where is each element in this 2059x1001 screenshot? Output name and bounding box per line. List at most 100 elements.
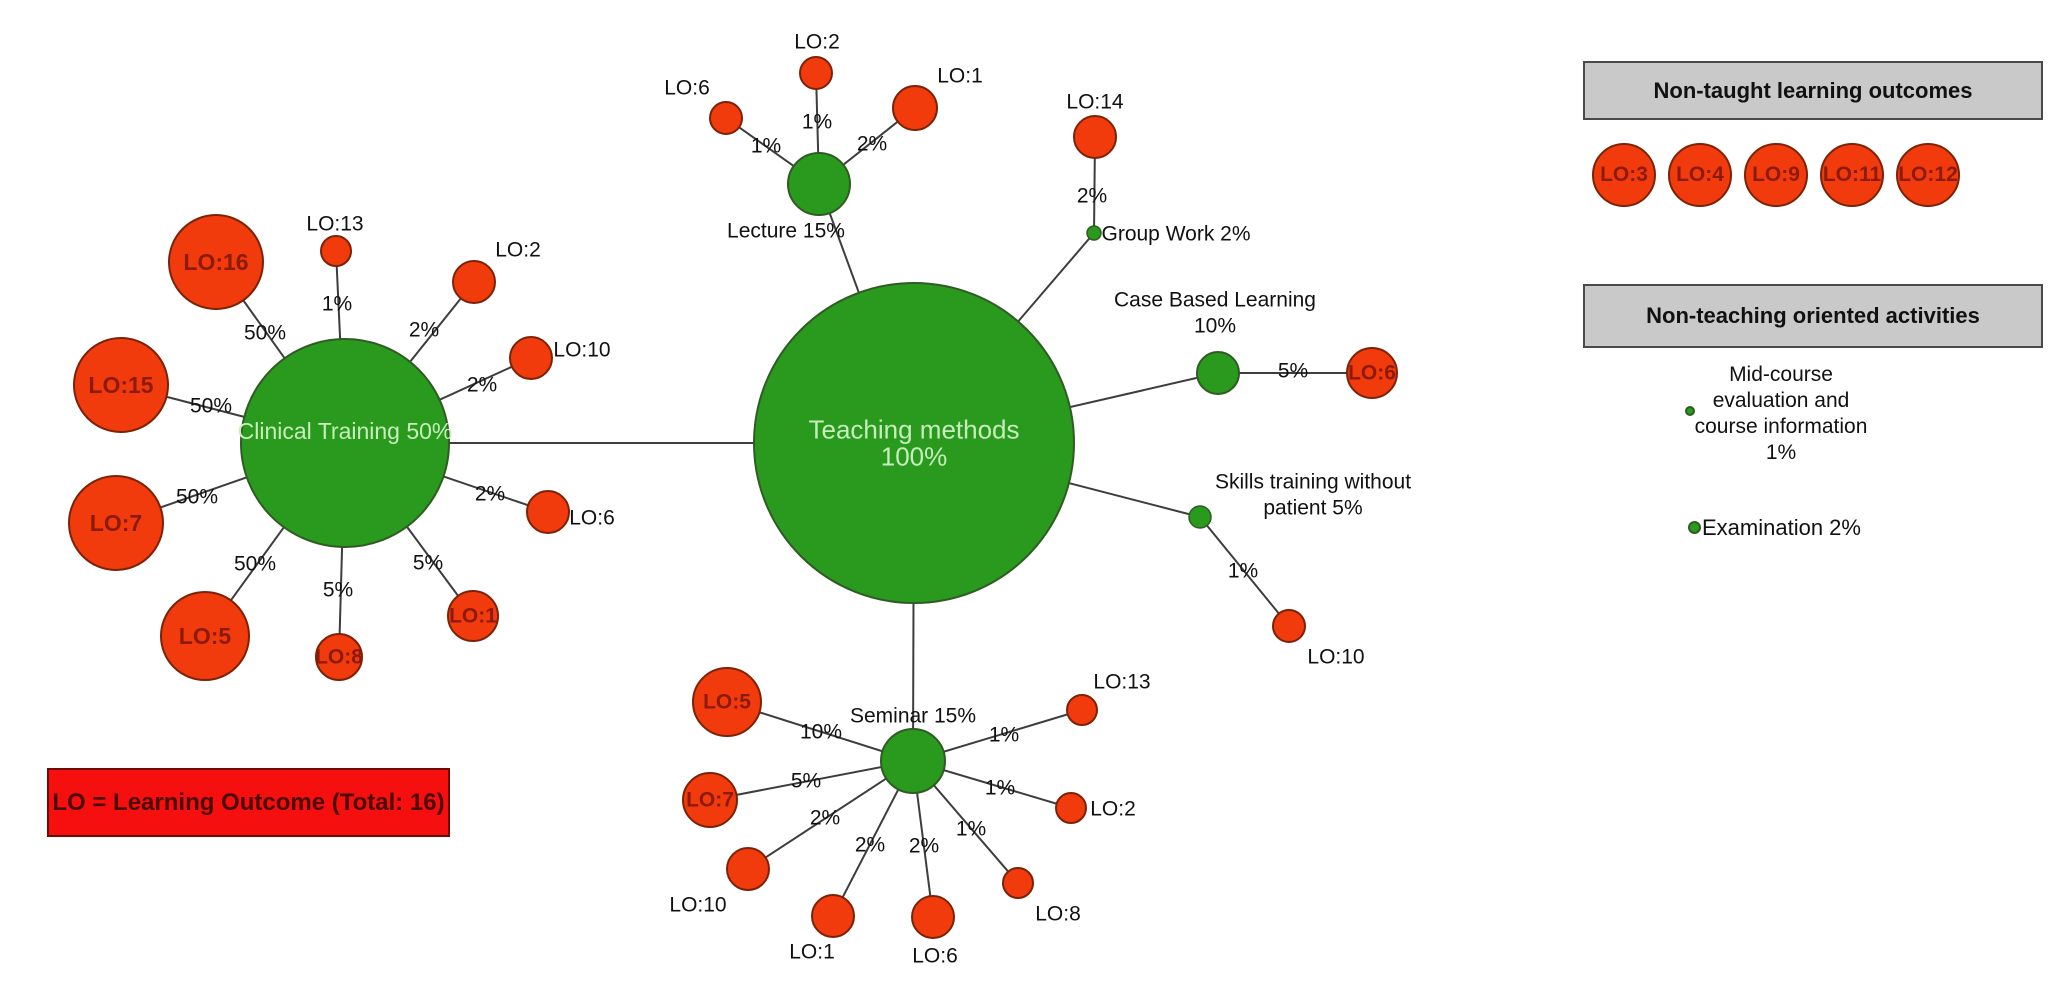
edge-label-seminar-sem-lo8: 1% <box>956 818 986 841</box>
label-sk-lo10: LO:10 <box>1307 646 1364 669</box>
label-sem-lo6: LO:6 <box>912 945 958 968</box>
lo-key-text: LO = Learning Outcome (Total: 16) <box>52 788 445 816</box>
label-skills: patient 5% <box>1263 497 1362 520</box>
node-sem-lo13 <box>1066 694 1098 726</box>
edge-label-skills-sk-lo10: 1% <box>1228 560 1258 583</box>
node-casebased <box>1196 351 1240 395</box>
node-cl-lo7 <box>68 475 164 571</box>
label-groupwork: Group Work 2% <box>1102 223 1251 246</box>
label-cl-lo16: LO:16 <box>183 249 248 275</box>
edge-seminar-sem-lo7 <box>709 760 914 801</box>
examination-note: Examination 2% <box>1702 515 1861 540</box>
label-cl-lo6: LO:6 <box>569 507 615 530</box>
mid-course-line: Mid-course <box>1729 363 1833 386</box>
node-sem-lo5 <box>692 667 762 737</box>
label-sem-lo1: LO:1 <box>789 941 835 964</box>
non-teaching-legend-box: Non-teaching oriented activities <box>1583 284 2043 348</box>
label-casebased: Case Based Learning <box>1114 289 1316 312</box>
node-sem-lo1 <box>811 894 855 938</box>
edge-label-clinical-cl-lo7: 50% <box>176 486 218 509</box>
edge-label-seminar-sem-lo10: 2% <box>810 807 840 830</box>
edge-label-seminar-sem-lo13: 1% <box>989 724 1019 747</box>
label-cl-lo5: LO:5 <box>179 623 232 649</box>
edge-label-clinical-cl-lo2: 2% <box>409 319 439 342</box>
node-lecture <box>787 152 851 216</box>
legend-outcome-circle: LO:11 <box>1820 143 1884 207</box>
label-sem-lo2: LO:2 <box>1090 798 1136 821</box>
edge-skills-sk-lo10 <box>1199 516 1290 627</box>
label-sem-lo7: LO:7 <box>686 789 734 812</box>
edge-label-clinical-cl-lo6: 2% <box>475 483 505 506</box>
label-casebased: 10% <box>1194 315 1236 338</box>
node-cl-lo5 <box>160 591 250 681</box>
node-lec-lo2 <box>799 56 833 90</box>
node-cl-lo15 <box>73 337 169 433</box>
label-seminar: Seminar 15% <box>850 705 976 728</box>
label-sem-lo5: LO:5 <box>703 691 751 714</box>
node-lec-lo1 <box>892 85 938 131</box>
edge-label-seminar-sem-lo2: 1% <box>985 777 1015 800</box>
edge-label-clinical-cl-lo8: 5% <box>323 579 353 602</box>
node-gw-lo14 <box>1073 115 1117 159</box>
node-teaching <box>753 282 1075 604</box>
mid-course-line: course information <box>1694 415 1868 438</box>
node-sem-lo6 <box>911 895 955 939</box>
node-cl-lo10 <box>509 336 553 380</box>
label-sem-lo8: LO:8 <box>1035 903 1081 926</box>
label-lec-lo6: LO:6 <box>664 77 710 100</box>
non-teaching-legend-title: Non-teaching oriented activities <box>1646 303 1980 328</box>
edge-label-seminar-sem-lo6: 2% <box>909 835 939 858</box>
label-cl-lo1: LO:1 <box>449 605 497 628</box>
mid-course-evaluation-note: Mid-course evaluation and course informa… <box>1651 362 1911 466</box>
edge-label-clinical-cl-lo5: 50% <box>234 553 276 576</box>
mid-course-dot-icon <box>1685 406 1695 416</box>
node-cl-lo2 <box>452 260 496 304</box>
node-seminar <box>880 728 946 794</box>
node-clinical <box>240 338 450 548</box>
node-sem-lo2 <box>1055 792 1087 824</box>
label-teaching: Teaching methods <box>808 415 1019 445</box>
non-taught-outcomes-row: LO:3 LO:4 LO:9 LO:11 LO:12 <box>1592 143 1960 207</box>
edge-label-seminar-sem-lo1: 2% <box>855 834 885 857</box>
node-cl-lo1 <box>447 590 499 642</box>
edge-label-clinical-cl-lo1: 5% <box>413 552 443 575</box>
label-lec-lo2: LO:2 <box>794 31 840 54</box>
edge-label-clinical-cl-lo16: 50% <box>244 322 286 345</box>
label-clinical: Clinical Training 50% <box>238 418 453 444</box>
node-sk-lo10 <box>1272 609 1306 643</box>
edge-label-groupwork-gw-lo14: 2% <box>1077 185 1107 208</box>
legend-outcome-circle: LO:12 <box>1896 143 1960 207</box>
label-teaching: 100% <box>881 442 948 472</box>
label-cl-lo10: LO:10 <box>553 339 610 362</box>
node-cl-lo16 <box>168 214 264 310</box>
edge-label-lecture-lec-lo2: 1% <box>802 111 832 134</box>
node-sem-lo7 <box>682 772 738 828</box>
label-sem-lo13: LO:13 <box>1093 671 1150 694</box>
edge-label-lecture-lec-lo1: 2% <box>857 133 887 156</box>
label-cl-lo2: LO:2 <box>495 239 541 262</box>
edge-label-clinical-cl-lo10: 2% <box>467 374 497 397</box>
label-lec-lo1: LO:1 <box>937 65 983 88</box>
node-cl-lo8 <box>315 633 363 681</box>
edge-label-casebased-cbl-lo6: 5% <box>1278 360 1308 383</box>
node-lec-lo6 <box>709 101 743 135</box>
mid-course-line: 1% <box>1765 441 1797 464</box>
node-cl-lo6 <box>526 490 570 534</box>
edge-label-seminar-sem-lo5: 10% <box>800 721 842 744</box>
non-taught-legend-title: Non-taught learning outcomes <box>1653 77 1973 103</box>
node-sem-lo8 <box>1002 867 1034 899</box>
label-cl-lo15: LO:15 <box>88 372 153 398</box>
mid-course-line: evaluation and <box>1712 389 1850 412</box>
node-cbl-lo6 <box>1346 347 1398 399</box>
non-taught-legend-box: Non-taught learning outcomes <box>1583 61 2043 120</box>
label-gw-lo14: LO:14 <box>1066 91 1124 114</box>
label-cl-lo7: LO:7 <box>90 510 142 536</box>
label-skills: Skills training without <box>1215 471 1411 494</box>
label-cbl-lo6: LO:6 <box>1348 362 1396 385</box>
legend-outcome-circle: LO:9 <box>1744 143 1808 207</box>
edge-label-clinical-cl-lo15: 50% <box>190 395 232 418</box>
label-cl-lo13: LO:13 <box>306 213 363 236</box>
edge-label-lecture-lec-lo6: 1% <box>751 135 781 158</box>
